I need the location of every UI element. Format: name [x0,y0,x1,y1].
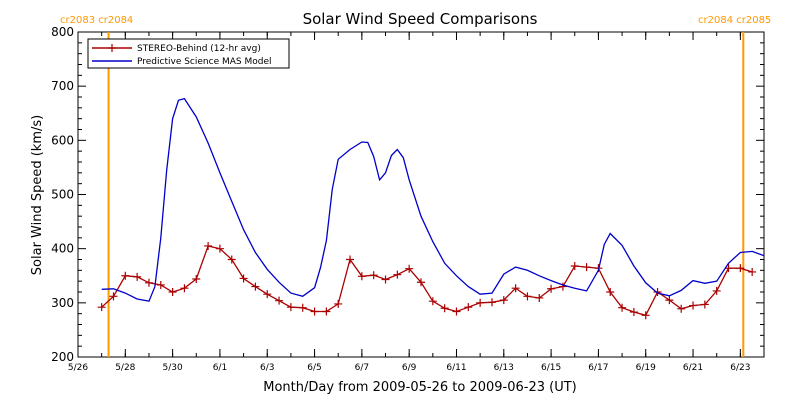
data-point-marker [109,292,118,301]
x-tick-label: 6/5 [307,363,321,373]
plot-frame [77,31,765,358]
series-line-stereo [101,245,753,317]
series-line-model [101,97,765,302]
x-tick-label: 6/19 [636,363,656,373]
x-tick-label: 6/7 [355,363,369,373]
carrington-label-left: cr2083 cr2084 [60,15,133,26]
data-point-marker [582,263,591,272]
y-tick-label: 700 [51,79,74,93]
data-point-marker [310,307,319,316]
legend-marker-stereo [108,44,116,52]
data-point-marker [334,299,343,308]
data-point-marker [121,271,130,280]
data-point-marker [417,278,425,287]
y-tick-label: 800 [51,25,74,39]
y-axis-label: Solar Wind Speed (km/s) [30,115,45,275]
data-point-marker [535,293,544,302]
data-point-marker [665,296,674,305]
data-point-marker [487,298,496,307]
x-tick-label: 5/28 [115,363,135,373]
y-tick-label: 300 [51,296,74,310]
data-point-marker [204,241,213,250]
data-point-marker [286,303,295,312]
data-point-marker [275,296,284,305]
data-point-marker [606,288,615,296]
x-tick-label: 6/21 [683,363,703,373]
x-axis-label: Month/Day from 2009-05-26 to 2009-06-23 … [263,380,576,395]
data-point-marker [677,304,686,313]
data-point-marker [476,298,485,307]
data-point-marker [736,264,745,273]
data-point-marker [144,278,153,287]
data-point-marker [511,284,520,293]
data-point-marker [97,303,106,312]
x-tick-label: 6/23 [730,363,750,373]
data-point-marker [322,307,331,316]
plot-area: 200 300 400 500 600 700 800 5/26 5/28 5/30 6/1 6/3 6… [51,25,765,373]
data-point-marker [381,275,390,284]
data-point-marker [239,274,248,283]
data-point-marker [180,284,189,293]
data-point-marker [227,255,236,264]
y-tick-label: 600 [51,133,74,147]
x-tick-label: 5/26 [68,363,88,373]
data-point-marker [428,297,437,306]
data-point-marker [168,288,177,296]
data-point-marker [452,307,461,316]
legend-label-stereo: STEREO-Behind (12-hr avg) [137,44,261,54]
data-point-marker [298,303,307,312]
x-tick-label: 6/17 [588,363,608,373]
chart-title: Solar Wind Speed Comparisons [303,10,538,28]
data-point-marker [464,303,473,312]
data-point-marker [346,255,355,264]
data-point-marker [369,271,378,280]
data-point-marker [641,311,650,320]
x-tick-label: 6/3 [260,363,274,373]
data-point-marker [618,303,627,312]
data-point-marker [748,267,757,276]
data-point-marker [251,282,260,291]
data-point-marker [700,300,709,309]
data-point-marker [156,280,165,289]
data-point-marker [523,292,532,301]
x-tick-label: 6/15 [541,363,561,373]
data-point-marker [499,296,508,305]
data-point-marker [393,270,402,279]
data-point-marker [689,301,698,310]
y-tick-label: 200 [51,350,74,364]
data-point-marker [440,304,449,313]
data-point-marker [547,284,556,293]
legend: STEREO-Behind (12-hr avg) Predictive Sci… [87,38,290,69]
legend-box [87,38,290,69]
data-point-marker [133,272,142,281]
x-tick-label: 5/30 [163,363,183,373]
data-point-marker [405,264,414,273]
data-point-marker [629,308,638,317]
data-point-marker [712,286,721,295]
x-tick-label: 6/11 [446,363,466,373]
data-point-marker [192,275,201,283]
carrington-label-right: cr2084 cr2085 [698,15,771,26]
data-point-marker [558,282,567,291]
data-point-marker [263,290,272,299]
x-tick-label: 6/1 [213,363,227,373]
y-tick-label: 400 [51,242,74,256]
y-tick-label: 500 [51,188,74,202]
legend-label-model: Predictive Science MAS Model [137,57,272,67]
data-point-marker [653,288,662,296]
data-point-marker [570,262,579,270]
data-point-marker [357,272,366,281]
x-tick-label: 6/9 [402,363,417,373]
data-point-marker [215,244,224,253]
x-tick-label: 6/13 [494,363,514,373]
